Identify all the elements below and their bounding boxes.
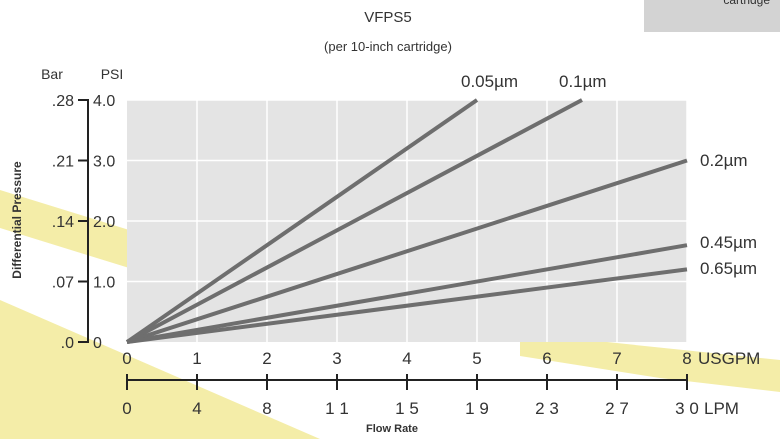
- y-unit-primary: PSI: [101, 66, 124, 82]
- y-tick-label-secondary: .14: [52, 214, 74, 231]
- corner-panel: [644, 0, 780, 32]
- y-tick-label: 1.0: [93, 275, 115, 292]
- series-lines: [125, 98, 688, 344]
- series-labels: 0.05µm 0.1µm 0.2µm 0.45µm 0.65µm: [461, 72, 757, 278]
- y-axis-label: Differential Pressure: [10, 161, 24, 279]
- x-tick-marks-secondary: [126, 374, 688, 390]
- series-line: [126, 98, 583, 344]
- y-tick-marks: [78, 99, 89, 343]
- x-unit-primary: USGPM: [698, 349, 760, 368]
- x-tick-label-secondary: 8: [262, 399, 271, 418]
- x-tick-label: 1: [192, 349, 201, 368]
- series-label: 0.05µm: [461, 72, 518, 91]
- x-axis-label: Flow Rate: [366, 423, 418, 435]
- y-tick-label: 4.0: [93, 93, 115, 110]
- x-tick-label-secondary: 0: [122, 399, 131, 418]
- series-line: [125, 98, 479, 344]
- x-tick-label: 8: [682, 349, 691, 368]
- series-line: [126, 158, 688, 344]
- y-tick-labels-secondary: .0 .07 .14 .21 .28: [52, 93, 74, 352]
- x-tick-label-secondary: 2 3: [535, 399, 559, 418]
- x-tick-label-secondary: 1 9: [465, 399, 489, 418]
- x-tick-label: 6: [542, 349, 551, 368]
- y-tick-label: 2.0: [93, 214, 115, 231]
- series-label: 0.2µm: [700, 151, 748, 170]
- y-tick-label-secondary: .07: [52, 275, 74, 292]
- x-tick-label-secondary: 1 5: [395, 399, 419, 418]
- corner-label: cartridge: [723, 0, 770, 7]
- y-tick-label-secondary: .0: [61, 335, 74, 352]
- series-line: [126, 267, 688, 344]
- series-label: 0.1µm: [559, 72, 607, 91]
- series-line: [126, 243, 688, 344]
- x-tick-labels-secondary: 0 4 8 1 1 1 5 1 9 2 3 2 7 3 0: [122, 399, 699, 418]
- y-tick-label-secondary: .21: [52, 154, 74, 171]
- y-tick-label: 0: [93, 335, 102, 352]
- y-tick-labels: 0 1.0 2.0 3.0 4.0: [93, 93, 115, 352]
- x-tick-label: 3: [332, 349, 341, 368]
- x-tick-label: 2: [262, 349, 271, 368]
- x-tick-label-secondary: 4: [192, 399, 201, 418]
- x-tick-label-secondary: 1 1: [325, 399, 349, 418]
- background-band-lower: [0, 300, 320, 439]
- x-unit-secondary: LPM: [704, 399, 739, 418]
- x-tick-label: 5: [472, 349, 481, 368]
- x-tick-label-secondary: 3 0: [675, 399, 699, 418]
- x-tick-label: 0: [122, 349, 131, 368]
- x-tick-label: 7: [612, 349, 621, 368]
- series-label: 0.65µm: [700, 259, 757, 278]
- chart-subtitle: (per 10-inch cartridge): [324, 39, 452, 54]
- x-tick-label-secondary: 2 7: [605, 399, 629, 418]
- series-label: 0.45µm: [700, 233, 757, 252]
- chart-title: VFPS5: [364, 9, 412, 26]
- y-tick-label: 3.0: [93, 154, 115, 171]
- y-unit-secondary: Bar: [41, 66, 63, 82]
- y-tick-label-secondary: .28: [52, 93, 74, 110]
- background-band-right: [520, 333, 780, 392]
- x-tick-label: 4: [402, 349, 411, 368]
- x-tick-labels: 0 1 2 3 4 5 6 7 8: [122, 349, 691, 368]
